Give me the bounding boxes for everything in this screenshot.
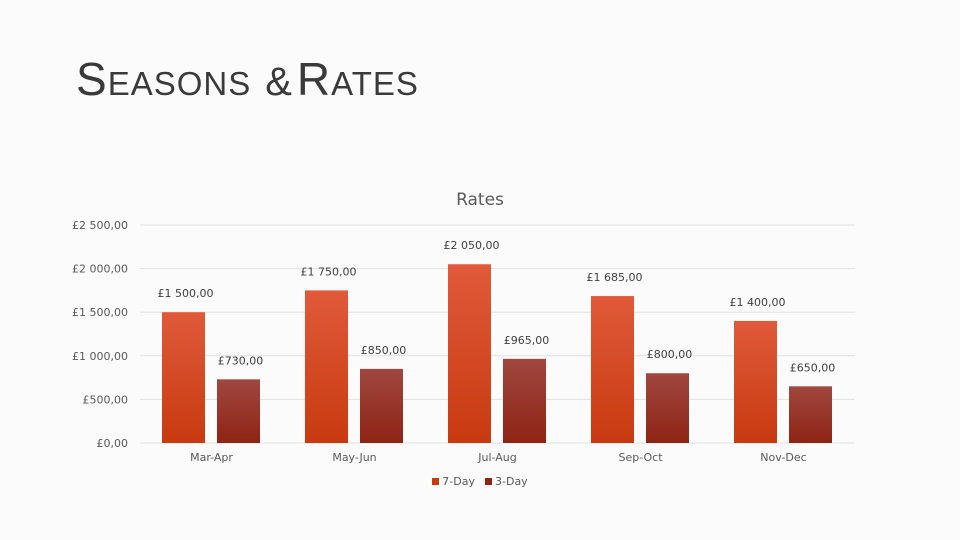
bar-3-day-nov-dec: [789, 386, 832, 443]
legend-swatch: [485, 478, 492, 485]
data-label: £730,00: [218, 354, 264, 367]
legend-item-3-day: 3-Day: [485, 475, 528, 488]
slide-title: SEASONS &RATES: [76, 52, 419, 106]
y-tick-label: £1 000,00: [72, 350, 128, 363]
bar-7-day-mar-apr: [162, 312, 205, 443]
legend-item-7-day: 7-Day: [432, 475, 475, 488]
title-part: ATES: [331, 65, 419, 102]
chart-title: Rates: [456, 190, 504, 210]
x-tick-label: Sep-Oct: [618, 451, 663, 464]
title-part: R: [296, 53, 332, 105]
legend-label: 3-Day: [495, 475, 528, 488]
legend-label: 7-Day: [442, 475, 475, 488]
bar-3-day-jul-aug: [503, 358, 546, 443]
bar-3-day-sep-oct: [646, 373, 689, 443]
data-label: £800,00: [647, 348, 693, 361]
y-tick-label: £0,00: [97, 437, 129, 450]
bar-7-day-nov-dec: [734, 320, 777, 443]
data-label: £850,00: [361, 344, 407, 357]
data-label: £1 400,00: [730, 296, 786, 309]
y-tick-label: £500,00: [83, 393, 129, 406]
y-tick-label: £2 000,00: [72, 263, 128, 276]
title-part: EASONS: [107, 65, 252, 102]
chart-legend: 7-Day 3-Day: [0, 475, 960, 488]
data-label: £965,00: [504, 334, 550, 347]
bar-7-day-may-jun: [305, 290, 348, 443]
data-label: £1 750,00: [301, 265, 357, 278]
y-tick-label: £2 500,00: [72, 219, 128, 232]
title-part: &: [265, 60, 293, 104]
data-label: £1 500,00: [158, 287, 214, 300]
data-label: £1 685,00: [587, 271, 643, 284]
x-tick-label: Mar-Apr: [190, 451, 233, 464]
bar-7-day-sep-oct: [591, 296, 634, 443]
data-label: £650,00: [790, 361, 836, 374]
y-tick-label: £1 500,00: [72, 306, 128, 319]
title-part: S: [76, 53, 108, 105]
legend-swatch: [432, 478, 440, 485]
bar-3-day-may-jun: [360, 368, 403, 443]
x-tick-label: Jul-Aug: [477, 451, 516, 464]
x-tick-label: May-Jun: [332, 451, 376, 464]
x-tick-label: Nov-Dec: [760, 451, 806, 464]
bar-3-day-mar-apr: [217, 379, 260, 443]
bar-7-day-jul-aug: [448, 264, 491, 443]
data-label: £2 050,00: [444, 239, 500, 252]
